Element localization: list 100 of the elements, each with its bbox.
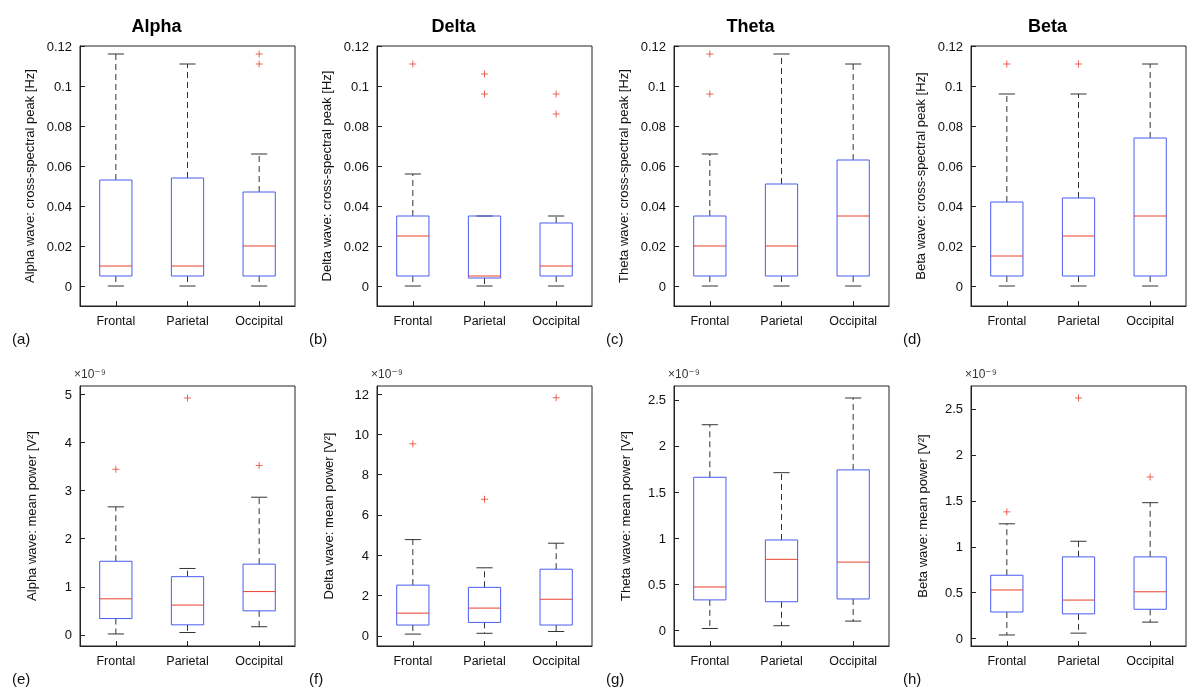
x-tick-label: Parietal [166, 313, 209, 328]
y-tick-label: 0.08 [937, 118, 963, 134]
y-tick-label: 6 [361, 507, 369, 523]
y-tick-label: 0.04 [343, 198, 369, 214]
text: (d) [903, 330, 922, 347]
y-tick-label: 0.02 [937, 238, 963, 254]
text: (e) [12, 670, 31, 687]
x-tick-label: Occipital [235, 313, 284, 328]
x-tick-label: Occipital [829, 653, 878, 668]
y-tick-label: 0.12 [640, 38, 666, 54]
y-axis-title: Delta wave: mean power [V²] [321, 432, 336, 600]
x-tick-label: Parietal [760, 653, 803, 668]
y-tick-label: 0.04 [640, 198, 666, 214]
y-tick-label: 0.04 [937, 198, 963, 214]
x-tick-label: Parietal [1057, 653, 1100, 668]
y-tick-label: 3 [64, 482, 72, 498]
y-axis-title: Alpha wave: mean power [V²] [24, 431, 39, 601]
y-axis-title: Theta wave: cross-spectral peak [Hz] [615, 69, 631, 283]
y-tick-label: 0.08 [343, 118, 369, 134]
y-tick-label: 0 [361, 278, 369, 294]
y-tick-label: 0.1 [944, 78, 963, 94]
text: ×10⁻⁹ [74, 367, 106, 381]
y-tick-label: 0.5 [944, 585, 963, 601]
y-tick-label: 2 [955, 447, 963, 463]
y-axis-title: Delta wave: cross-spectral peak [Hz] [318, 70, 334, 282]
x-tick-label: Parietal [166, 653, 209, 668]
y-tick-label: 5 [64, 386, 72, 402]
y-tick-label: 0.02 [343, 238, 369, 254]
y-tick-label: 0.1 [350, 78, 369, 94]
y-axis-title: Alpha wave: cross-spectral peak [Hz] [21, 69, 37, 283]
x-tick-label: Occipital [1126, 313, 1175, 328]
y-tick-label: 0.08 [640, 118, 666, 134]
y-tick-label: 4 [64, 434, 72, 450]
x-tick-label: Frontal [987, 653, 1027, 668]
y-tick-label: 2 [64, 531, 72, 547]
x-tick-label: Occipital [532, 313, 581, 328]
y-tick-label: 8 [361, 467, 369, 483]
x-tick-label: Parietal [1057, 313, 1100, 328]
y-tick-label: 0.1 [647, 78, 666, 94]
text: (b) [309, 330, 328, 347]
y-axis-title: Beta wave: mean power [V²] [915, 434, 930, 598]
y-tick-label: 2 [361, 588, 369, 604]
y-tick-label: 0.04 [46, 198, 72, 214]
y-tick-label: 10 [354, 426, 369, 442]
text: ×10⁻⁹ [371, 367, 403, 381]
text: (h) [903, 670, 922, 687]
y-tick-label: 2.5 [944, 401, 963, 417]
y-tick-label: 0.12 [937, 38, 963, 54]
y-tick-label: 1.5 [944, 493, 963, 509]
y-tick-label: 0.5 [647, 576, 666, 592]
x-tick-label: Occipital [235, 653, 284, 668]
y-tick-label: 0 [658, 278, 666, 294]
x-tick-label: Occipital [829, 313, 878, 328]
y-tick-label: 1.5 [647, 484, 666, 500]
y-tick-label: 1 [955, 539, 963, 555]
x-tick-label: Frontal [690, 313, 730, 328]
y-tick-label: 0 [955, 631, 963, 647]
y-axis-title: Beta wave: cross-spectral peak [Hz] [912, 72, 928, 280]
x-tick-label: Frontal [96, 653, 136, 668]
y-tick-label: 0.12 [343, 38, 369, 54]
text: (g) [606, 670, 625, 687]
x-tick-label: Occipital [532, 653, 581, 668]
y-tick-label: 0.02 [46, 238, 72, 254]
chart-title: Theta [726, 16, 776, 36]
x-tick-label: Frontal [690, 653, 730, 668]
x-tick-label: Frontal [393, 313, 433, 328]
chart-title: Beta [1027, 16, 1068, 36]
x-tick-label: Frontal [96, 313, 136, 328]
text: (f) [309, 670, 324, 687]
x-tick-label: Parietal [463, 313, 506, 328]
y-tick-label: 1 [658, 530, 666, 546]
text: ×10⁻⁹ [965, 367, 997, 381]
x-tick-label: Frontal [393, 653, 433, 668]
x-tick-label: Frontal [987, 313, 1027, 328]
y-tick-label: 0.1 [53, 78, 72, 94]
y-tick-label: 4 [361, 547, 369, 563]
y-tick-label: 0.06 [937, 158, 963, 174]
text: ×10⁻⁹ [668, 367, 700, 381]
y-tick-label: 0.02 [640, 238, 666, 254]
y-tick-label: 2.5 [647, 392, 666, 408]
x-tick-label: Occipital [1126, 653, 1175, 668]
y-tick-label: 0.06 [640, 158, 666, 174]
chart-title: Delta [431, 16, 477, 36]
y-tick-label: 0 [64, 278, 72, 294]
chart-title: Alpha [131, 16, 183, 36]
y-axis-title: Theta wave: mean power [V²] [618, 431, 633, 601]
y-tick-label: 0 [361, 628, 369, 644]
text: (a) [12, 330, 31, 347]
x-tick-label: Parietal [463, 653, 506, 668]
y-tick-label: 0.06 [46, 158, 72, 174]
x-tick-label: Parietal [760, 313, 803, 328]
y-tick-label: 0 [955, 278, 963, 294]
y-tick-label: 0.12 [46, 38, 72, 54]
y-tick-label: 0 [658, 622, 666, 638]
y-tick-label: 0.08 [46, 118, 72, 134]
y-tick-label: 12 [354, 386, 369, 402]
y-tick-label: 2 [658, 438, 666, 454]
y-tick-label: 0 [64, 627, 72, 643]
y-tick-label: 0.06 [343, 158, 369, 174]
y-tick-label: 1 [64, 579, 72, 595]
